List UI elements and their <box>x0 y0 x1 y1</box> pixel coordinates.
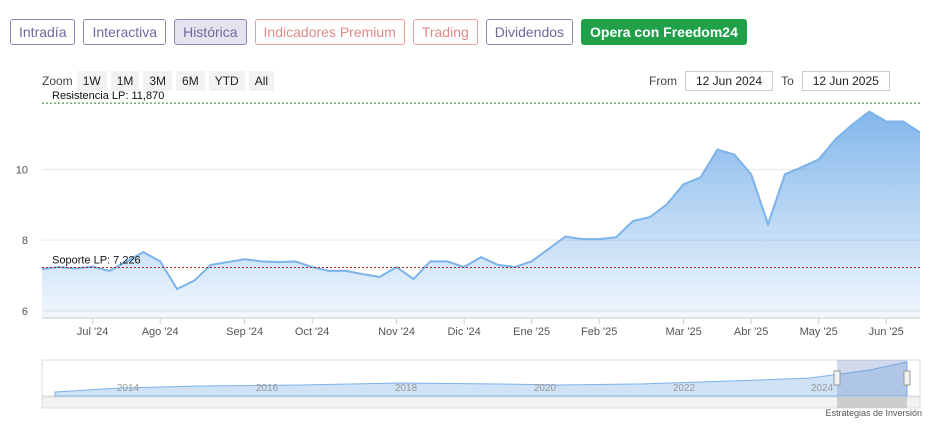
navigator-label: 2018 <box>395 383 418 394</box>
x-tick-label: Mar '25 <box>665 326 701 338</box>
from-label: From <box>649 74 677 88</box>
tab[interactable]: Intradía <box>10 19 76 45</box>
zoom-button[interactable]: All <box>248 71 275 91</box>
tab[interactable]: Opera con Freedom24 <box>581 19 747 45</box>
navigator-label: 2022 <box>673 383 696 394</box>
credits: Estrategias de Inversión <box>825 408 922 418</box>
zoom-button[interactable]: 6M <box>176 71 205 91</box>
tab[interactable]: Histórica <box>174 19 247 45</box>
zoom-button[interactable]: 1W <box>76 71 107 91</box>
zoom-button[interactable]: 3M <box>143 71 173 91</box>
to-label: To <box>781 74 794 88</box>
navigator-label: 2024 <box>811 383 834 394</box>
plot-line-label: Resistencia LP: 11,870 <box>52 90 164 102</box>
x-tick-label: Oct '24 <box>295 326 330 338</box>
from-input[interactable]: 12 Jun 2024 <box>685 71 774 91</box>
navigator-label: 2020 <box>534 383 557 394</box>
tab[interactable]: Dividendos <box>485 19 574 45</box>
navigator-handle[interactable] <box>833 370 841 386</box>
y-tick-label: 10 <box>16 164 28 176</box>
x-tick-label: May '25 <box>800 326 838 338</box>
zoom-bar: Zoom 1W 1M 3M 6M YTD All <box>42 71 275 91</box>
zoom-label: Zoom <box>42 74 73 88</box>
zoom-button[interactable]: 1M <box>110 71 140 91</box>
date-range: From 12 Jun 2024 To 12 Jun 2025 <box>649 71 890 91</box>
navigator-label: 2016 <box>256 383 279 394</box>
x-tick-label: Ene '25 <box>513 326 550 338</box>
x-tick-label: Jun '25 <box>869 326 904 338</box>
to-input[interactable]: 12 Jun 2025 <box>801 71 890 91</box>
tab[interactable]: Trading <box>412 19 478 45</box>
plot-line-label: Soporte LP: 7,226 <box>52 255 141 267</box>
tab[interactable]: Interactiva <box>83 19 167 45</box>
x-tick-label: Abr '25 <box>734 326 769 338</box>
x-tick-label: Feb '25 <box>581 326 617 338</box>
y-tick-label: 6 <box>22 306 28 318</box>
navigator-handle[interactable] <box>903 370 911 386</box>
tab-bar: Intradía Interactiva Histórica Indicadores … <box>10 19 747 45</box>
line <box>41 110 921 291</box>
x-tick-label: Dic '24 <box>447 326 480 338</box>
zoom-button[interactable]: YTD <box>208 71 245 91</box>
x-tick-label: Ago '24 <box>142 326 179 338</box>
navigator-selection[interactable] <box>837 360 907 396</box>
y-tick-label: 8 <box>22 235 28 247</box>
tab[interactable]: Indicadores Premium <box>254 19 405 45</box>
scrollbar[interactable] <box>41 396 921 409</box>
x-tick-label: Nov '24 <box>378 326 415 338</box>
x-tick-label: Sep '24 <box>226 326 263 338</box>
x-tick-label: Jul '24 <box>77 326 108 338</box>
navigator-label: 2014 <box>117 383 140 394</box>
area <box>42 111 920 318</box>
scrollbar-thumb[interactable] <box>837 397 907 408</box>
